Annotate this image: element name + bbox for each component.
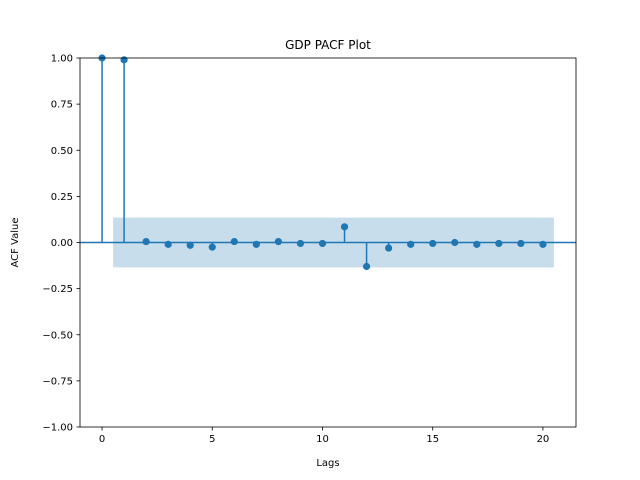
y-tick-label: 0.00 — [51, 238, 73, 249]
y-ticks-group: −1.00 −0.75 −0.50 −0.25 0.00 0.25 0.50 0.75 1.00 — [42, 54, 80, 434]
marker-lag-13 — [385, 244, 393, 252]
marker-lag-5 — [208, 243, 216, 251]
x-tick-label: 0 — [99, 434, 105, 445]
x-axis-label: Lags — [316, 458, 339, 469]
marker-lag-10 — [318, 239, 327, 248]
markers-group — [98, 54, 547, 271]
marker-lag-18 — [495, 239, 503, 248]
marker-lag-7 — [252, 240, 260, 248]
y-tick-label: −0.50 — [42, 330, 73, 341]
y-tick-label: −1.00 — [42, 423, 73, 434]
y-tick-label: 0.25 — [51, 192, 73, 203]
marker-lag-20 — [539, 240, 547, 248]
x-tick-label: 15 — [426, 434, 439, 445]
x-ticks-group: 0 5 10 15 20 — [99, 427, 549, 445]
x-tick-label: 10 — [316, 434, 329, 445]
marker-lag-15 — [429, 239, 437, 248]
marker-lag-14 — [407, 240, 415, 248]
marker-lag-3 — [164, 240, 172, 248]
marker-lag-2 — [142, 237, 150, 246]
x-tick-label: 5 — [209, 434, 215, 445]
marker-lag-17 — [473, 240, 481, 248]
marker-lag-16 — [451, 238, 459, 247]
x-tick-label: 20 — [537, 434, 550, 445]
y-tick-label: 0.75 — [51, 100, 73, 111]
y-tick-label: −0.75 — [42, 376, 73, 387]
marker-lag-19 — [517, 239, 525, 248]
y-tick-label: 0.50 — [51, 146, 73, 157]
marker-lag-1 — [120, 56, 128, 64]
y-tick-label: −0.25 — [42, 284, 73, 295]
y-tick-label: 1.00 — [51, 54, 73, 65]
y-axis-label: ACF Value — [10, 217, 21, 267]
marker-lag-12 — [362, 262, 371, 271]
marker-lag-4 — [186, 241, 194, 249]
chart-title: GDP PACF Plot — [285, 38, 371, 52]
marker-lag-8 — [274, 237, 282, 246]
marker-lag-11 — [340, 223, 349, 231]
marker-lag-6 — [230, 237, 238, 246]
marker-lag-9 — [296, 239, 305, 248]
